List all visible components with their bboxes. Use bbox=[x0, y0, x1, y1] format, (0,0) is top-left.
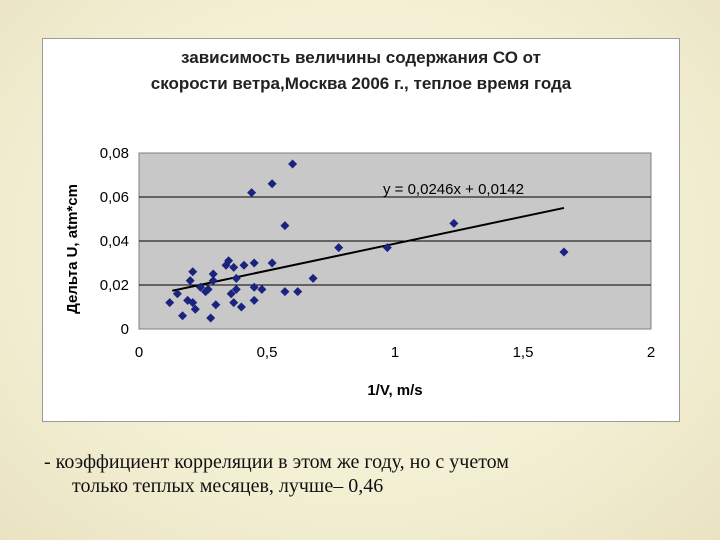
data-point bbox=[231, 284, 241, 294]
data-point bbox=[249, 282, 259, 292]
x-tick-label: 0 bbox=[135, 344, 143, 361]
data-point bbox=[224, 256, 234, 266]
data-point bbox=[267, 258, 277, 268]
data-point bbox=[188, 298, 198, 308]
data-point bbox=[280, 287, 290, 297]
data-point bbox=[288, 159, 298, 169]
data-point bbox=[229, 262, 239, 272]
data-point bbox=[559, 247, 569, 257]
data-point bbox=[185, 276, 195, 286]
x-axis-ticks: 0 0,5 1 1,5 2 bbox=[135, 344, 655, 361]
slide-caption: - коэффициент корреляции в этом же году,… bbox=[44, 450, 684, 498]
x-tick-label: 0,5 bbox=[257, 344, 278, 361]
caption-line1: - коэффициент корреляции в этом же году,… bbox=[44, 451, 509, 473]
data-point bbox=[195, 282, 205, 292]
data-point bbox=[236, 302, 246, 312]
data-point bbox=[267, 179, 277, 189]
chart-area: зависимость величины содержания СО от ск… bbox=[42, 38, 680, 422]
x-tick-label: 2 bbox=[647, 344, 655, 361]
data-point bbox=[308, 273, 318, 283]
data-point bbox=[208, 269, 218, 279]
data-point bbox=[178, 311, 188, 321]
data-point bbox=[257, 284, 267, 294]
data-point bbox=[165, 298, 175, 308]
y-axis-label: Дельта U, atm*cm bbox=[64, 184, 81, 314]
scatter-plot: 0 0,02 0,04 0,06 0,08 0 0,5 1 1,5 2 y = 0,0246x … bbox=[64, 145, 655, 399]
y-tick-label: 0,06 bbox=[100, 189, 129, 206]
data-point bbox=[249, 295, 259, 305]
data-point bbox=[334, 243, 344, 253]
data-point bbox=[231, 273, 241, 283]
chart-title: зависимость величины содержания СО от ск… bbox=[43, 45, 679, 97]
data-point bbox=[229, 298, 239, 308]
data-point bbox=[226, 289, 236, 299]
data-point bbox=[382, 243, 392, 253]
x-tick-label: 1,5 bbox=[513, 344, 534, 361]
y-tick-label: 0,08 bbox=[100, 145, 129, 162]
data-point bbox=[208, 276, 218, 286]
data-point bbox=[211, 300, 221, 310]
data-point bbox=[293, 287, 303, 297]
data-point bbox=[203, 284, 213, 294]
data-point bbox=[172, 289, 182, 299]
data-point bbox=[190, 304, 200, 314]
data-point bbox=[247, 188, 257, 198]
data-point bbox=[239, 260, 249, 270]
x-tick-label: 1 bbox=[391, 344, 399, 361]
gridlines bbox=[139, 196, 651, 286]
y-tick-label: 0,02 bbox=[100, 277, 129, 294]
data-point bbox=[206, 313, 216, 323]
trendline-equation: y = 0,0246x + 0,0142 bbox=[383, 181, 524, 198]
x-axis-label: 1/V, m/s bbox=[367, 382, 422, 399]
chart-title-line2: скорости ветра,Москва 2006 г., теплое вр… bbox=[150, 74, 572, 93]
data-point bbox=[449, 218, 459, 228]
y-tick-label: 0,04 bbox=[100, 233, 129, 250]
y-tick-label: 0 bbox=[121, 321, 129, 338]
data-point bbox=[188, 267, 198, 277]
y-axis-ticks: 0 0,02 0,04 0,06 0,08 bbox=[100, 145, 129, 338]
data-point bbox=[249, 258, 259, 268]
data-points bbox=[165, 159, 569, 323]
data-point bbox=[280, 221, 290, 231]
chart-title-line1: зависимость величины содержания СО от bbox=[181, 48, 541, 67]
caption-line2: только теплых месяцев, лучше– 0,46 bbox=[72, 475, 384, 497]
